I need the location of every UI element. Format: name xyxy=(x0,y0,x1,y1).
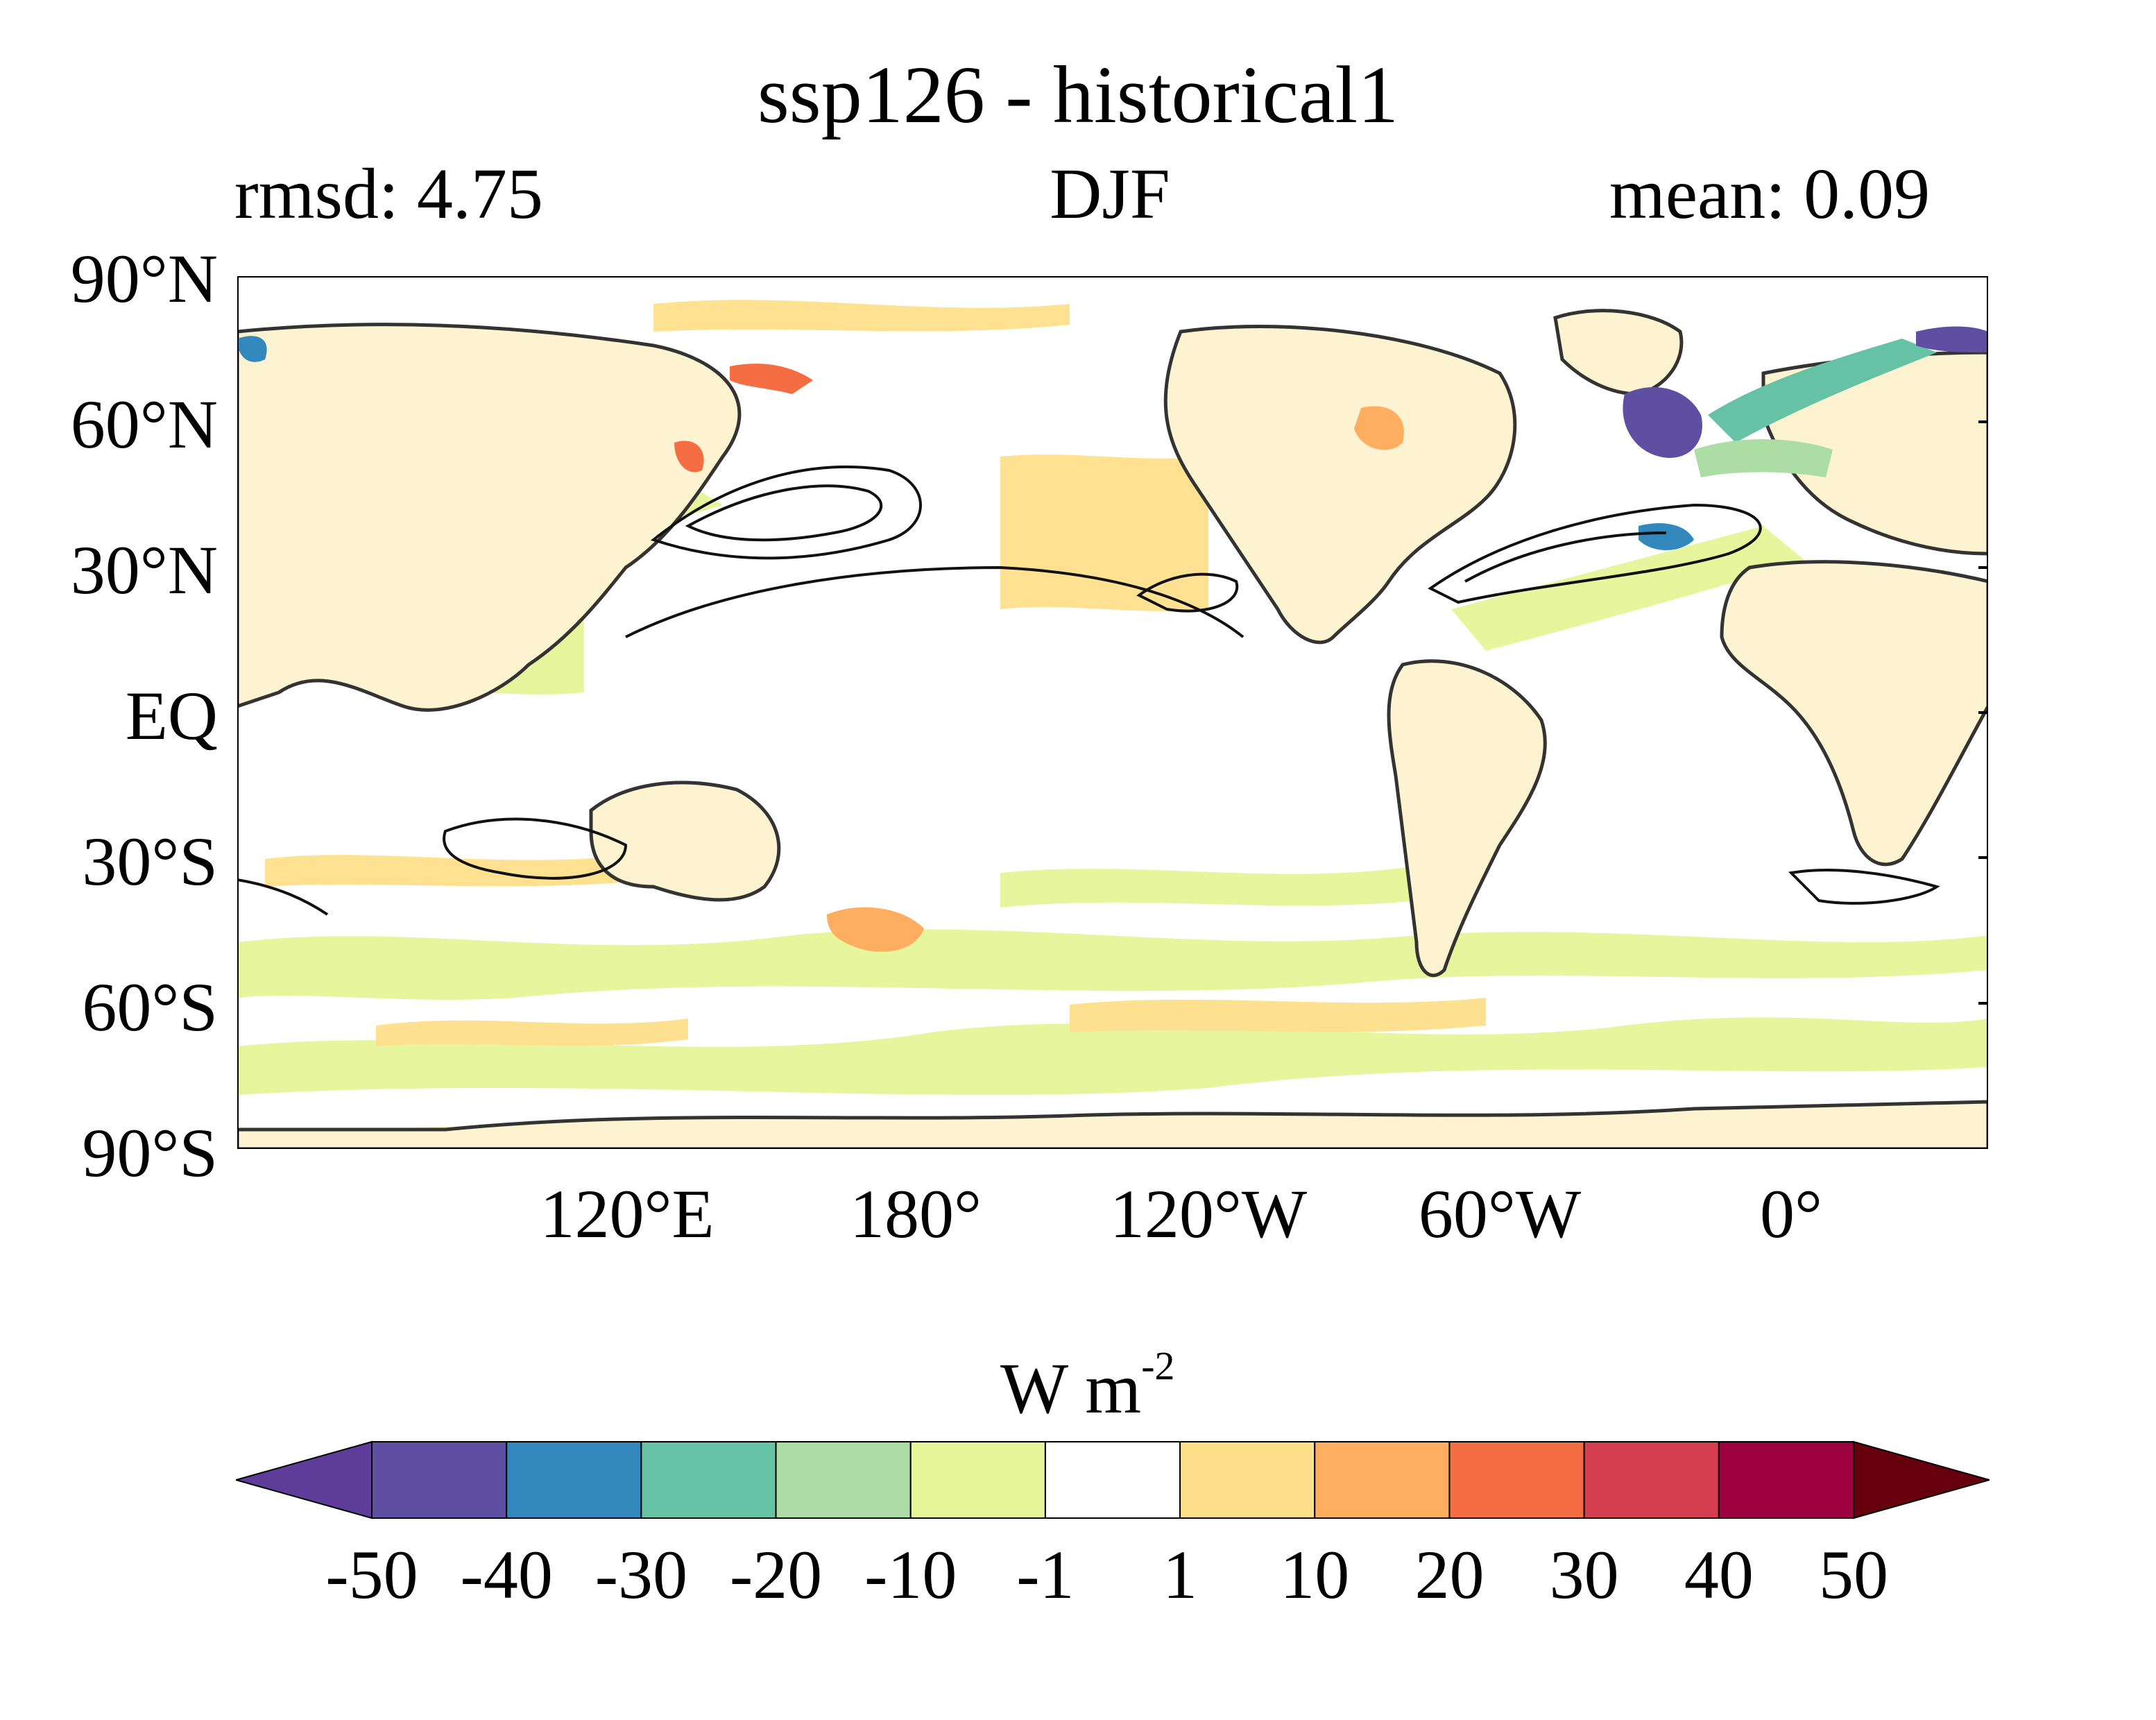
colorbar-tick-label: 50 xyxy=(1819,1536,1888,1613)
colorbar-bin xyxy=(506,1441,642,1519)
colorbar-unit: W m-2 xyxy=(1000,1343,1175,1429)
mean-label: mean: 0.09 xyxy=(1609,154,1931,234)
colorbar-bin xyxy=(775,1441,912,1519)
lon-label-120w: 120°W xyxy=(1109,1175,1308,1252)
map-title: ssp126 - historical1 xyxy=(757,49,1399,140)
colorbar-bin xyxy=(1179,1441,1316,1519)
land-fill xyxy=(237,309,1988,1149)
colorbar-tick-label: -30 xyxy=(594,1536,688,1613)
strong-anomaly-patches xyxy=(237,326,1988,952)
lon-label-120e: 120°E xyxy=(540,1175,715,1252)
colorbar-bin xyxy=(1583,1441,1720,1519)
colorbar-tick-label: 20 xyxy=(1414,1536,1485,1613)
colorbar-bin xyxy=(1044,1441,1181,1519)
colorbar-tick-label: -50 xyxy=(325,1536,418,1613)
colorbar-tick-label: -10 xyxy=(864,1536,957,1613)
lat-label-90n: 90°N xyxy=(70,240,218,317)
colorbar-bin xyxy=(640,1441,777,1519)
colorbar-bin xyxy=(1448,1441,1585,1519)
lon-label-180: 180° xyxy=(850,1175,982,1252)
colorbar-tick-label: -1 xyxy=(1016,1536,1075,1613)
rmsd-label: rmsd: 4.75 xyxy=(234,154,543,234)
anomaly-contours xyxy=(237,465,1940,916)
lon-label-60w: 60°W xyxy=(1418,1175,1582,1252)
map-plot xyxy=(237,276,1988,1149)
colorbar-segments xyxy=(236,1440,1990,1519)
colorbar-tick-label: 10 xyxy=(1280,1536,1350,1613)
map-axes xyxy=(237,276,1988,1149)
colorbar-tick-label: -20 xyxy=(729,1536,823,1613)
lat-label-30n: 30°N xyxy=(70,531,218,608)
colorbar-bin xyxy=(909,1441,1046,1519)
colorbar-bin xyxy=(1718,1441,1854,1519)
colorbar-extend-high xyxy=(1853,1440,1990,1519)
colorbar-tick-label: -40 xyxy=(460,1536,553,1613)
colorbar-bin xyxy=(1314,1441,1451,1519)
colorbar-bin xyxy=(371,1441,508,1519)
lat-label-60s: 60°S xyxy=(82,969,218,1046)
colorbar-tick-label: 40 xyxy=(1684,1536,1754,1613)
colorbar-tick-label: 30 xyxy=(1549,1536,1619,1613)
season-label: DJF xyxy=(1050,154,1170,234)
colorbar-extend-low xyxy=(236,1440,373,1519)
colorbar xyxy=(236,1440,1990,1519)
lat-label-90s: 90°S xyxy=(82,1114,218,1191)
lon-label-0: 0° xyxy=(1760,1175,1822,1252)
lat-label-30s: 30°S xyxy=(82,823,218,900)
lat-label-eq: EQ xyxy=(125,677,218,754)
colorbar-tick-label: 1 xyxy=(1163,1536,1198,1613)
lat-label-60n: 60°N xyxy=(70,386,218,463)
